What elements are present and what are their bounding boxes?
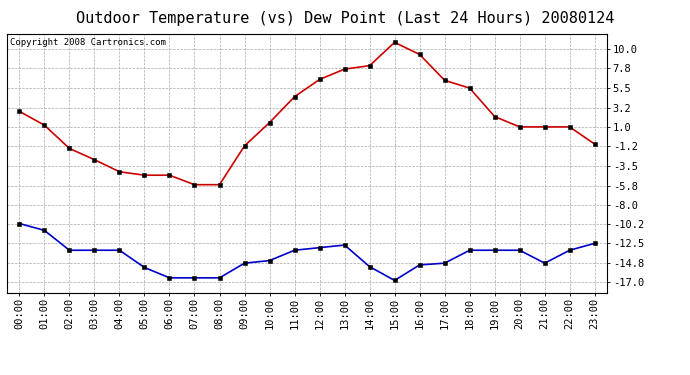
- Text: Outdoor Temperature (vs) Dew Point (Last 24 Hours) 20080124: Outdoor Temperature (vs) Dew Point (Last…: [76, 11, 614, 26]
- Text: Copyright 2008 Cartronics.com: Copyright 2008 Cartronics.com: [10, 38, 166, 46]
